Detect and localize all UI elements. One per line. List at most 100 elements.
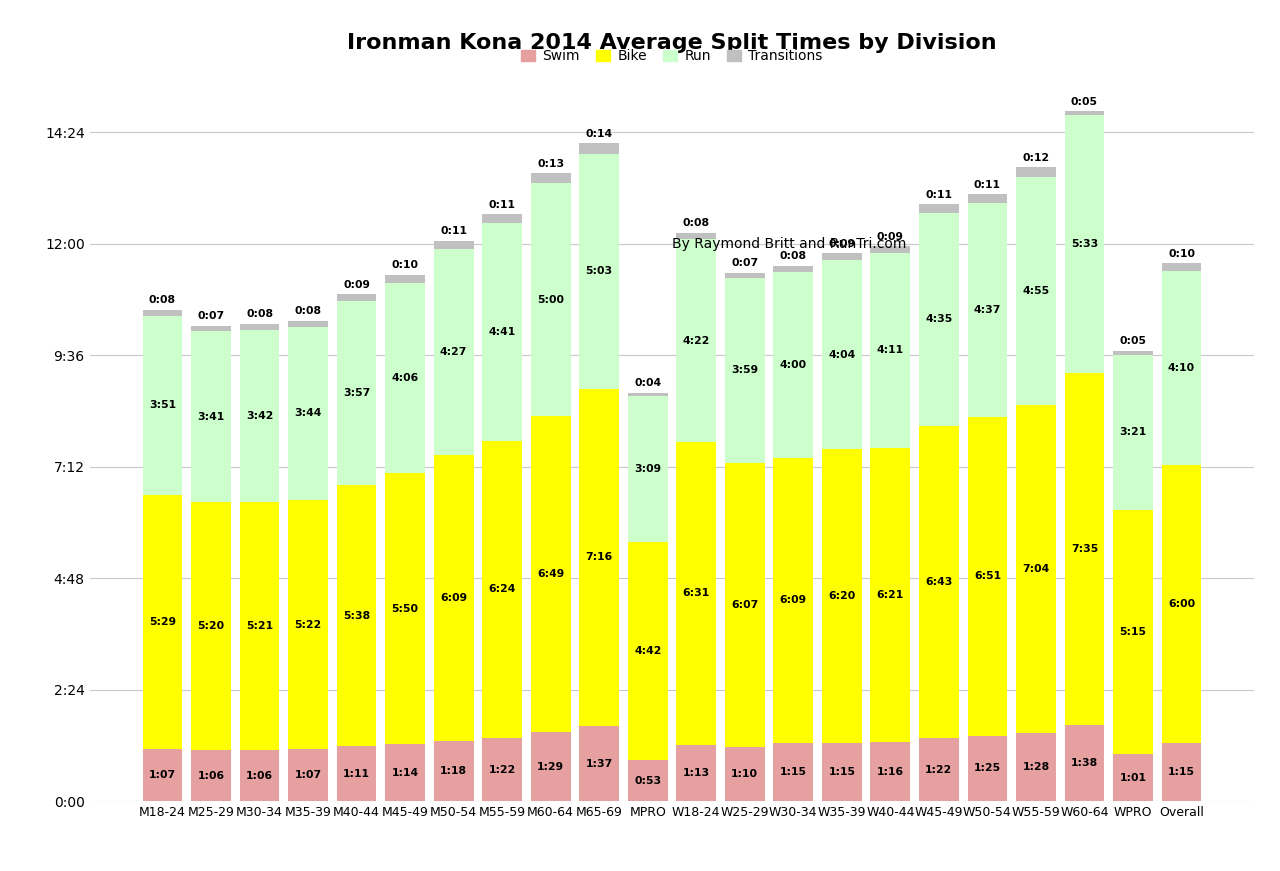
Text: 0:08: 0:08 xyxy=(246,309,273,319)
Bar xyxy=(968,194,1007,203)
Bar xyxy=(1162,263,1202,271)
Bar xyxy=(822,253,861,260)
Text: 0:09: 0:09 xyxy=(877,232,904,241)
Text: 5:33: 5:33 xyxy=(1071,240,1098,249)
Text: 4:35: 4:35 xyxy=(925,314,952,324)
Bar xyxy=(1114,510,1153,754)
Bar xyxy=(1016,177,1056,405)
Bar xyxy=(1114,754,1153,801)
Text: 0:11: 0:11 xyxy=(440,226,467,236)
Text: 3:51: 3:51 xyxy=(148,401,177,410)
Bar xyxy=(1065,726,1105,801)
Text: 7:04: 7:04 xyxy=(1023,564,1050,574)
Text: 4:55: 4:55 xyxy=(1023,286,1050,296)
Bar xyxy=(919,205,959,213)
Bar xyxy=(1016,167,1056,177)
Text: 0:08: 0:08 xyxy=(780,251,806,261)
Text: 4:11: 4:11 xyxy=(877,345,904,355)
Text: 1:37: 1:37 xyxy=(585,759,613,769)
Text: By Raymond Britt and RunTri.com: By Raymond Britt and RunTri.com xyxy=(672,237,906,251)
Text: 1:01: 1:01 xyxy=(1120,773,1147,783)
Text: 4:41: 4:41 xyxy=(489,327,516,337)
Bar xyxy=(870,742,910,801)
Bar xyxy=(385,744,425,801)
Bar xyxy=(337,301,376,484)
Text: 0:07: 0:07 xyxy=(197,311,224,321)
Text: 5:20: 5:20 xyxy=(197,621,224,631)
Text: 3:21: 3:21 xyxy=(1120,428,1147,437)
Bar xyxy=(1065,111,1105,115)
Text: 5:03: 5:03 xyxy=(586,267,613,276)
Bar xyxy=(627,393,668,395)
Text: 6:49: 6:49 xyxy=(538,569,564,579)
Text: 0:09: 0:09 xyxy=(828,239,855,248)
Bar xyxy=(919,213,959,426)
Bar xyxy=(531,184,571,415)
Bar xyxy=(773,272,813,457)
Bar xyxy=(870,448,910,742)
Text: 0:53: 0:53 xyxy=(634,776,662,786)
Text: 1:13: 1:13 xyxy=(682,768,710,778)
Text: 5:29: 5:29 xyxy=(148,617,177,627)
Bar xyxy=(1162,271,1202,464)
Bar xyxy=(239,324,279,330)
Bar xyxy=(191,326,230,331)
Text: 3:09: 3:09 xyxy=(634,463,662,474)
Text: 1:38: 1:38 xyxy=(1071,759,1098,768)
Text: 3:41: 3:41 xyxy=(197,412,224,422)
Text: 0:11: 0:11 xyxy=(925,190,952,199)
Bar xyxy=(531,733,571,801)
Text: 5:22: 5:22 xyxy=(294,620,321,630)
Bar xyxy=(822,260,861,449)
Text: 7:16: 7:16 xyxy=(585,552,613,563)
Bar xyxy=(968,203,1007,417)
Bar xyxy=(483,214,522,223)
Bar xyxy=(1114,351,1153,354)
Text: 1:14: 1:14 xyxy=(392,767,419,778)
Text: 6:09: 6:09 xyxy=(440,593,467,603)
Bar xyxy=(434,456,474,741)
Text: 6:07: 6:07 xyxy=(731,600,759,610)
Text: 4:04: 4:04 xyxy=(828,349,855,360)
Text: 1:29: 1:29 xyxy=(538,762,564,772)
Text: 0:10: 0:10 xyxy=(392,260,419,270)
Text: 1:11: 1:11 xyxy=(343,769,370,779)
Text: 0:05: 0:05 xyxy=(1071,97,1098,107)
Text: 0:13: 0:13 xyxy=(538,159,564,169)
Bar xyxy=(968,735,1007,801)
Text: 0:10: 0:10 xyxy=(1169,248,1196,259)
Bar xyxy=(919,426,959,738)
Bar xyxy=(1016,405,1056,733)
Bar xyxy=(580,143,620,154)
Text: 6:51: 6:51 xyxy=(974,571,1001,582)
Bar xyxy=(142,495,182,749)
Bar xyxy=(724,747,764,801)
Bar xyxy=(968,417,1007,735)
Bar xyxy=(385,473,425,744)
Bar xyxy=(580,154,620,388)
Bar xyxy=(822,743,861,801)
Bar xyxy=(434,249,474,456)
Bar xyxy=(676,745,717,801)
Bar xyxy=(288,327,328,500)
Bar xyxy=(239,502,279,750)
Bar xyxy=(239,750,279,801)
Bar xyxy=(1016,733,1056,801)
Text: 1:15: 1:15 xyxy=(780,767,806,777)
Bar xyxy=(239,330,279,502)
Text: 0:09: 0:09 xyxy=(343,280,370,289)
Title: Ironman Kona 2014 Average Split Times by Division: Ironman Kona 2014 Average Split Times by… xyxy=(347,33,997,53)
Bar xyxy=(483,441,522,738)
Bar xyxy=(191,750,230,801)
Text: 6:31: 6:31 xyxy=(682,589,710,598)
Text: 1:07: 1:07 xyxy=(148,770,177,780)
Bar xyxy=(531,415,571,733)
Bar xyxy=(580,726,620,801)
Bar xyxy=(724,273,764,278)
Text: 1:15: 1:15 xyxy=(828,767,855,777)
Bar xyxy=(288,321,328,327)
Bar xyxy=(531,173,571,184)
Text: 3:44: 3:44 xyxy=(294,408,321,418)
Text: 4:00: 4:00 xyxy=(780,360,806,369)
Bar xyxy=(627,542,668,760)
